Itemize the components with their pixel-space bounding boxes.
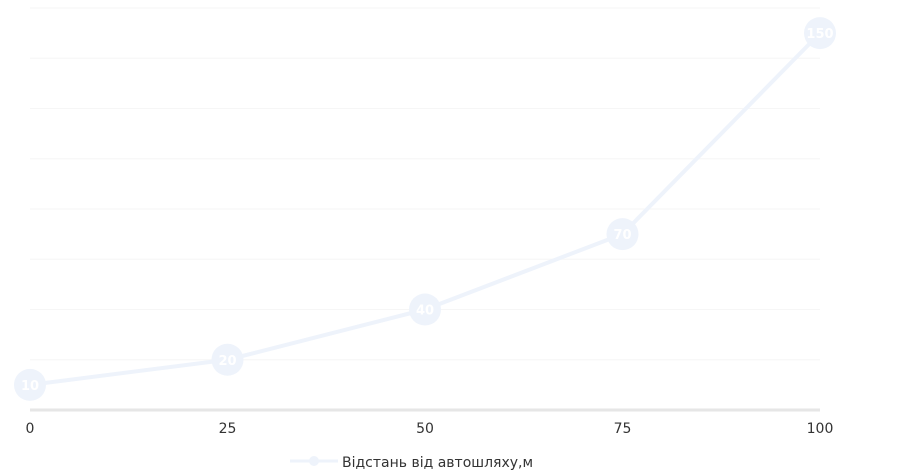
data-label: 10 <box>21 379 39 394</box>
legend-label: Відстань від автошляху,м <box>342 455 533 471</box>
x-tick-label: 100 <box>807 421 834 437</box>
data-point[interactable] <box>14 368 46 401</box>
data-label: 40 <box>416 304 434 319</box>
data-label: 20 <box>218 354 236 369</box>
data-point[interactable] <box>804 17 836 50</box>
data-label: 70 <box>613 228 631 243</box>
data-label: 150 <box>806 27 833 42</box>
data-point[interactable] <box>409 293 441 326</box>
x-tick-label: 75 <box>614 421 632 437</box>
data-point[interactable] <box>606 218 639 251</box>
x-tick-label: 50 <box>416 421 434 437</box>
series-group: 10 20 40 70 150 <box>14 17 836 401</box>
x-axis-ticks: 0 25 50 75 100 <box>26 421 834 437</box>
data-point[interactable] <box>211 343 244 376</box>
legend-marker-icon <box>309 456 319 466</box>
x-tick-label: 25 <box>219 421 237 437</box>
legend[interactable]: Відстань від автошляху,м <box>290 455 533 471</box>
x-tick-label: 0 <box>26 421 35 437</box>
grid-lines <box>30 7 820 361</box>
